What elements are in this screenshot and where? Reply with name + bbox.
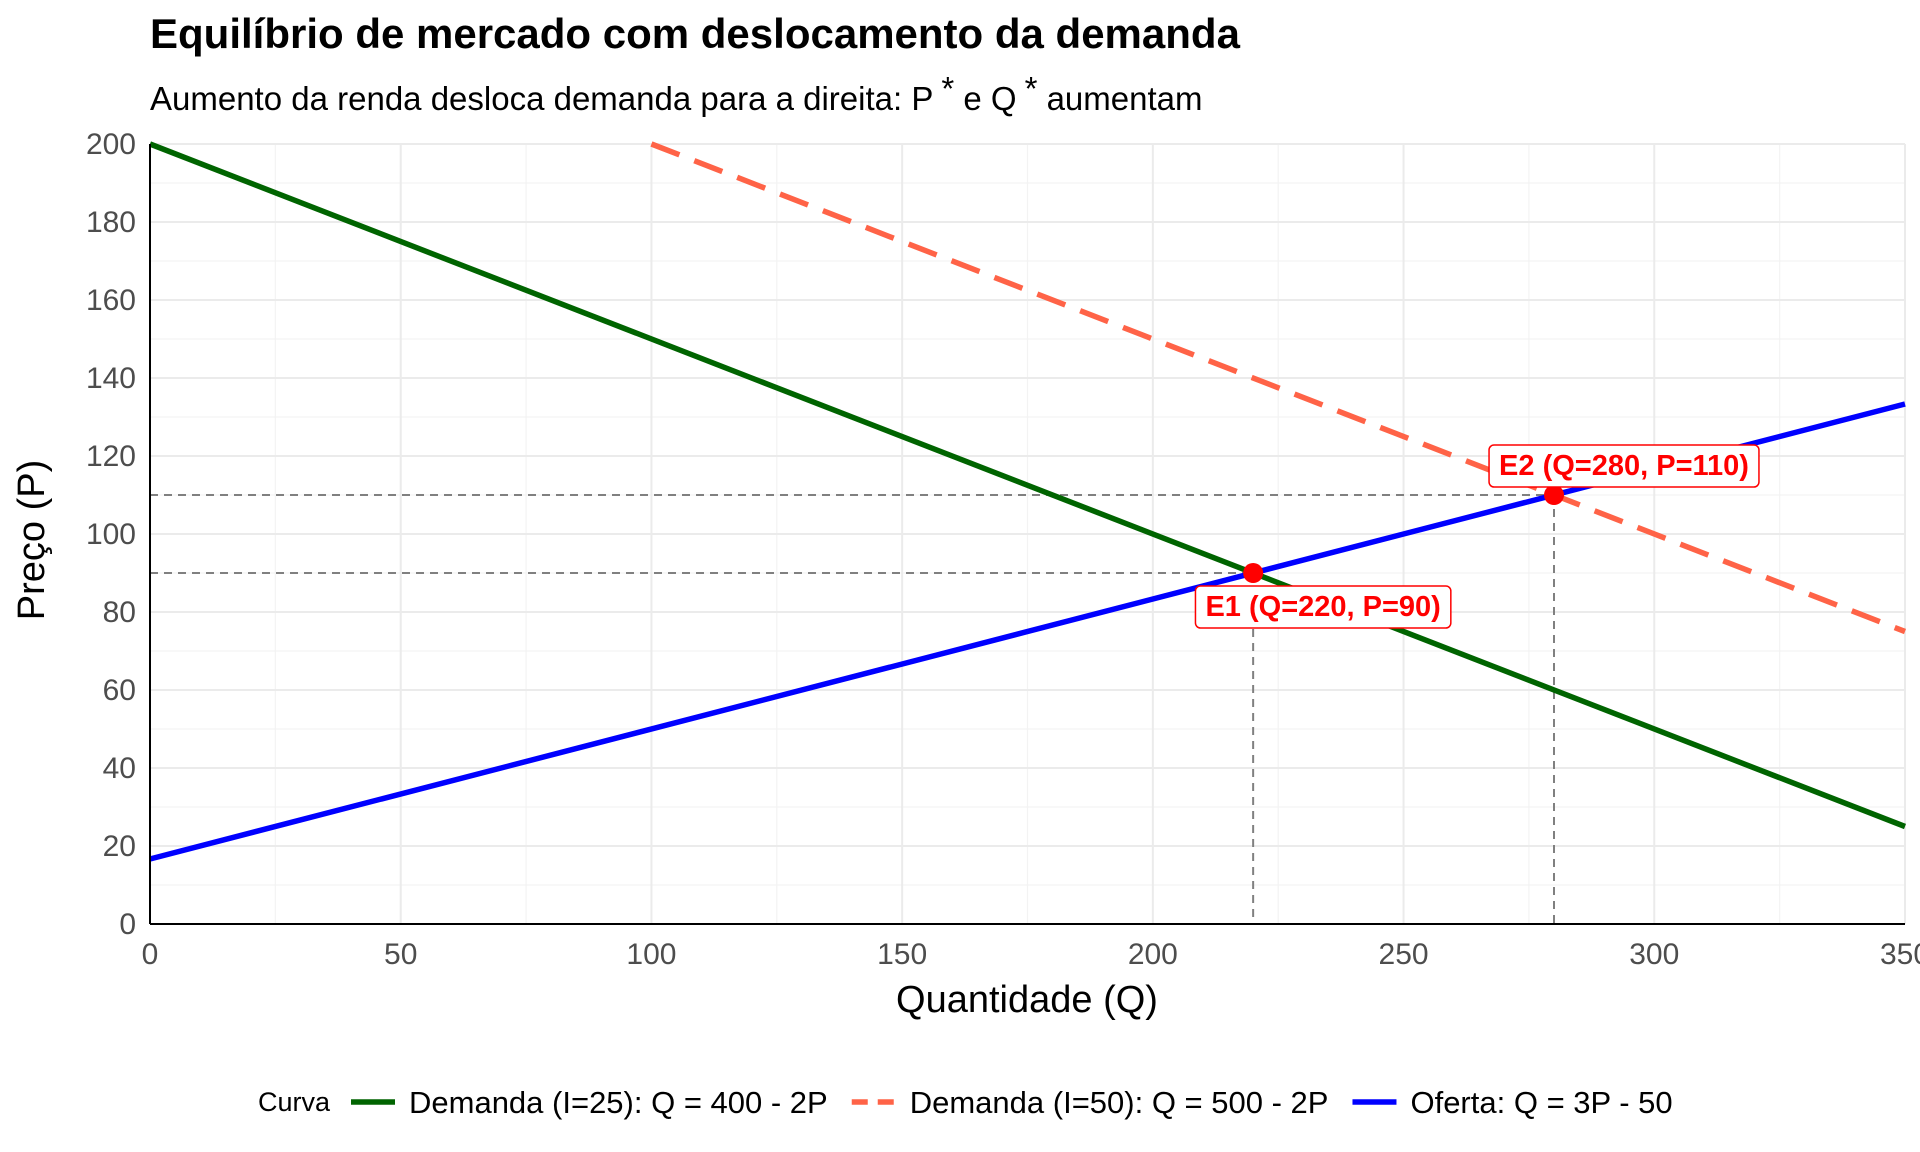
x-axis-title: Quantidade (Q)	[896, 979, 1158, 1021]
x-tick-label: 200	[1128, 938, 1178, 971]
axes: 0 50 100 150 200 250 300 350 0 20 40 60 80 100 120 140 1…	[86, 128, 1920, 971]
x-tick-label: 250	[1379, 938, 1429, 971]
legend-title: Curva	[258, 1087, 331, 1117]
subtitle-part-2: e Q	[954, 80, 1016, 117]
x-tick-label: 150	[877, 938, 927, 971]
y-tick-label: 140	[86, 362, 136, 395]
y-tick-label: 60	[103, 674, 136, 707]
x-tick-label: 100	[626, 938, 676, 971]
y-tick-label: 200	[86, 128, 136, 161]
y-tick-label: 0	[119, 908, 136, 941]
legend-item-2: Demanda (I=50): Q = 500 - 2P	[851, 1085, 1329, 1120]
label-text: E2 (Q=280, P=110)	[1499, 450, 1749, 482]
legend-label: Demanda (I=25): Q = 400 - 2P	[409, 1085, 828, 1120]
x-tick-label: 350	[1880, 938, 1920, 971]
x-tick-label: 300	[1629, 938, 1679, 971]
series-line-1	[149, 141, 1906, 830]
subtitle-star-q: *	[1025, 70, 1038, 107]
legend-label: Demanda (I=50): Q = 500 - 2P	[910, 1085, 1329, 1120]
equilibrium-label-2: E2 (Q=280, P=110)	[1488, 444, 1760, 488]
y-tick-label: 20	[103, 830, 136, 863]
legend: Curva Demanda (I=25): Q = 400 - 2P Demanda…	[258, 1085, 1673, 1120]
grid	[149, 143, 1906, 925]
y-axis-title: Preço (P)	[11, 460, 53, 620]
subtitle-star-p: *	[941, 70, 954, 107]
legend-label: Oferta: Q = 3P - 50	[1410, 1085, 1672, 1120]
subtitle-part-3: aumentam	[1037, 80, 1202, 117]
equilibrium-guides	[150, 494, 1555, 924]
series-line-2	[650, 141, 1906, 635]
label-text: E1 (Q=220, P=90)	[1205, 591, 1440, 623]
y-tick-label: 160	[86, 284, 136, 317]
x-tick-label: 0	[142, 938, 159, 971]
y-tick-label: 100	[86, 518, 136, 551]
x-tick-label: 50	[384, 938, 417, 971]
chart-subtitle: Aumento da renda desloca demanda para a …	[150, 70, 1203, 117]
label-box	[1194, 585, 1452, 629]
equilibrium-points: E1 (Q=220, P=90) E2 (Q=280, P=110)	[1194, 444, 1760, 629]
equilibrium-point-2	[1544, 485, 1564, 505]
equilibrium-label-1: E1 (Q=220, P=90)	[1194, 585, 1452, 629]
y-tick-label: 180	[86, 206, 136, 239]
equilibrium-point-1	[1243, 563, 1264, 583]
legend-item-3: Oferta: Q = 3P - 50	[1352, 1085, 1673, 1120]
y-tick-label: 40	[103, 752, 136, 785]
label-box	[1488, 444, 1760, 488]
legend-item-1: Demanda (I=25): Q = 400 - 2P	[351, 1085, 828, 1120]
y-tick-label: 80	[103, 596, 136, 629]
chart-title: Equilíbrio de mercado com deslocamento d…	[150, 10, 1241, 57]
y-tick-label: 120	[86, 440, 136, 473]
subtitle-part-1: Aumento da renda desloca demanda para a …	[150, 80, 933, 117]
